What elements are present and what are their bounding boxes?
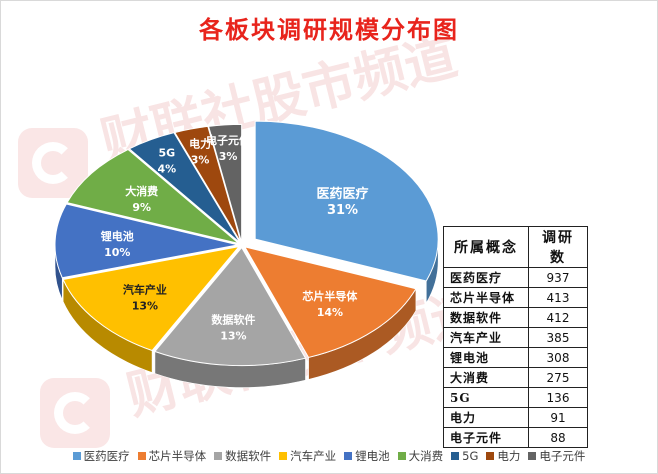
- slice-label-percent: 13%: [132, 300, 158, 313]
- slice-label-percent: 10%: [104, 246, 130, 259]
- legend-item: 芯片半导体: [137, 448, 207, 464]
- table-header-row: 所属概念 调研数: [443, 226, 588, 268]
- slice-label-category: 汽车产业: [123, 283, 167, 297]
- slice-label-category: 大消费: [125, 184, 158, 198]
- table-cell-concept: 芯片半导体: [443, 287, 529, 308]
- pie-slice-9: [207, 123, 243, 243]
- pie-slice-3: [154, 246, 307, 367]
- legend-label: 大消费: [408, 449, 444, 463]
- slice-label-percent: 31%: [327, 203, 358, 218]
- legend-label: 医药医疗: [83, 449, 130, 463]
- pie-slice-6: [66, 148, 240, 244]
- legend-swatch: [397, 452, 406, 460]
- table-cell-count: 308: [528, 347, 588, 368]
- legend-swatch: [528, 452, 537, 460]
- table-cell-concept: 5G: [443, 387, 529, 408]
- pie-slice-4: [62, 245, 241, 352]
- legend-swatch: [214, 452, 223, 460]
- table-cell-concept: 大消费: [443, 367, 529, 388]
- pie-slice-2: [243, 246, 417, 359]
- chart-title: 各板块调研规模分布图: [199, 15, 459, 44]
- slice-label-percent: 14%: [317, 306, 343, 319]
- table-row: 电子元件 88: [443, 427, 588, 448]
- table-cell-count: 91: [528, 407, 588, 428]
- legend-item: 汽车产业: [279, 448, 336, 464]
- table-row: 锂电池 308: [443, 347, 588, 368]
- table-cell-count: 413: [528, 287, 588, 308]
- table-cell-concept: 电子元件: [443, 427, 529, 448]
- chart-legend: 医药医疗 芯片半导体 数据软件 汽车产业 锂电池 大消费 5G 电力 电子元件: [0, 448, 658, 464]
- legend-item: 电子元件: [528, 448, 585, 464]
- slice-label-percent: 3%: [219, 150, 238, 163]
- table-header-concept: 所属概念: [443, 226, 529, 268]
- table-row: 电力 91: [443, 407, 588, 428]
- table-cell-count: 136: [528, 387, 588, 408]
- pie-slice-7: [128, 132, 241, 244]
- table-row: 数据软件 412: [443, 307, 588, 328]
- pie-slice-5: [54, 203, 239, 279]
- table-cell-count: 412: [528, 307, 588, 328]
- table-row: 汽车产业 385: [443, 327, 588, 348]
- legend-label: 电子元件: [539, 449, 586, 463]
- table-row: 芯片半导体 413: [443, 287, 588, 308]
- table-cell-count: 937: [528, 267, 588, 288]
- slice-label-percent: 3%: [191, 153, 210, 166]
- table-header-count: 调研数: [528, 226, 588, 268]
- table-cell-count: 88: [528, 427, 588, 448]
- legend-swatch: [137, 452, 146, 460]
- data-table: 所属概念 调研数 医药医疗 937 芯片半导体 413 数据软件 412 汽车产业 38…: [443, 226, 588, 448]
- slice-label-category: 电力: [189, 136, 211, 150]
- slice-label-percent: 13%: [220, 329, 246, 342]
- table-cell-concept: 汽车产业: [443, 327, 529, 348]
- table-cell-concept: 电力: [443, 407, 529, 428]
- pie-slice-8: [174, 125, 242, 243]
- table-cell-count: 385: [528, 327, 588, 348]
- table-cell-concept: 医药医疗: [443, 267, 529, 288]
- slice-label-percent: 9%: [132, 201, 151, 214]
- table-row: 5G 136: [443, 387, 588, 408]
- slice-label-category: 芯片半导体: [302, 289, 358, 303]
- legend-item: 锂电池: [344, 448, 390, 464]
- pie-slice-1: [254, 120, 439, 282]
- slice-label-percent: 4%: [157, 162, 176, 175]
- slice-label-category: 电子元件: [206, 133, 250, 147]
- legend-label: 5G: [462, 449, 479, 463]
- table-cell-count: 275: [528, 367, 588, 388]
- legend-label: 锂电池: [355, 449, 390, 463]
- legend-swatch: [279, 452, 288, 460]
- legend-item: 医药医疗: [72, 448, 130, 464]
- legend-label: 汽车产业: [290, 449, 337, 463]
- legend-swatch: [344, 452, 353, 460]
- legend-item: 5G: [451, 449, 478, 463]
- legend-item: 数据软件: [214, 448, 271, 464]
- legend-label: 数据软件: [225, 449, 272, 463]
- legend-label: 电力: [497, 449, 521, 463]
- table-row: 医药医疗 937: [443, 267, 588, 288]
- legend-swatch: [486, 452, 495, 460]
- legend-swatch: [451, 452, 460, 460]
- legend-swatch: [72, 452, 81, 460]
- slice-label-category: 5G: [158, 146, 175, 159]
- table-cell-concept: 数据软件: [443, 307, 529, 328]
- table-row: 大消费 275: [443, 367, 588, 388]
- legend-item: 电力: [486, 448, 520, 464]
- slice-label-category: 锂电池: [101, 229, 134, 243]
- table-cell-concept: 锂电池: [443, 347, 529, 368]
- legend-item: 大消费: [397, 448, 444, 464]
- legend-label: 芯片半导体: [148, 449, 207, 463]
- slice-label-category: 数据软件: [211, 312, 255, 326]
- slice-label-category: 医药医疗: [317, 186, 369, 202]
